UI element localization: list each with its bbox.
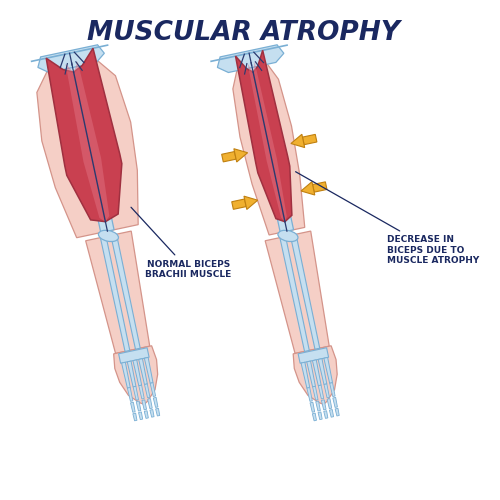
Polygon shape <box>248 62 287 222</box>
Polygon shape <box>111 234 140 349</box>
Polygon shape <box>150 410 154 417</box>
Polygon shape <box>335 408 339 416</box>
Polygon shape <box>144 384 150 398</box>
Polygon shape <box>234 148 247 162</box>
Polygon shape <box>38 45 104 72</box>
Polygon shape <box>302 134 317 144</box>
Text: DECREASE IN
BICEPS DUE TO
MUSCLE ATROPHY: DECREASE IN BICEPS DUE TO MUSCLE ATROPHY <box>296 172 480 265</box>
Polygon shape <box>138 412 142 420</box>
Ellipse shape <box>98 230 118 241</box>
Ellipse shape <box>278 230 298 241</box>
Polygon shape <box>312 182 327 192</box>
Polygon shape <box>222 152 236 162</box>
Polygon shape <box>324 410 328 418</box>
Polygon shape <box>118 348 149 364</box>
Polygon shape <box>138 358 147 384</box>
Polygon shape <box>312 386 318 400</box>
Polygon shape <box>144 410 148 418</box>
Polygon shape <box>244 196 258 209</box>
Polygon shape <box>330 410 334 417</box>
Polygon shape <box>233 54 305 235</box>
Polygon shape <box>280 236 310 352</box>
Polygon shape <box>218 45 284 72</box>
Polygon shape <box>298 348 328 364</box>
Polygon shape <box>318 385 324 399</box>
Polygon shape <box>100 236 130 352</box>
Polygon shape <box>324 384 330 398</box>
Polygon shape <box>156 408 160 416</box>
Polygon shape <box>122 362 130 388</box>
Polygon shape <box>322 400 326 410</box>
Polygon shape <box>301 182 315 195</box>
Text: NORMAL BICEPS
BRACHII MUSCLE: NORMAL BICEPS BRACHII MUSCLE <box>131 207 232 279</box>
Polygon shape <box>148 398 152 408</box>
Polygon shape <box>142 400 146 410</box>
Polygon shape <box>150 382 156 396</box>
Polygon shape <box>324 358 332 384</box>
Polygon shape <box>312 360 321 386</box>
Polygon shape <box>66 62 110 222</box>
Polygon shape <box>46 48 122 222</box>
Polygon shape <box>330 382 335 396</box>
Polygon shape <box>136 401 141 411</box>
Polygon shape <box>66 64 114 232</box>
Polygon shape <box>37 52 138 238</box>
Polygon shape <box>86 231 150 354</box>
Polygon shape <box>245 64 294 232</box>
Polygon shape <box>312 413 316 421</box>
Polygon shape <box>133 360 141 386</box>
Polygon shape <box>301 362 310 388</box>
Polygon shape <box>130 402 135 412</box>
Polygon shape <box>293 346 337 405</box>
Polygon shape <box>128 361 136 387</box>
Polygon shape <box>133 386 138 400</box>
Polygon shape <box>133 413 137 421</box>
Polygon shape <box>232 199 246 209</box>
Polygon shape <box>139 385 144 399</box>
Polygon shape <box>307 388 312 402</box>
Polygon shape <box>318 358 327 384</box>
Polygon shape <box>114 346 158 405</box>
Polygon shape <box>265 231 329 354</box>
Polygon shape <box>333 398 338 407</box>
Polygon shape <box>310 402 314 412</box>
Polygon shape <box>291 134 304 147</box>
Polygon shape <box>318 412 322 420</box>
Polygon shape <box>128 388 133 402</box>
Polygon shape <box>316 401 320 411</box>
Polygon shape <box>290 234 320 349</box>
Polygon shape <box>154 398 158 407</box>
Polygon shape <box>327 398 332 408</box>
Text: MUSCULAR ATROPHY: MUSCULAR ATROPHY <box>88 20 401 46</box>
Polygon shape <box>236 50 292 221</box>
Polygon shape <box>144 358 153 384</box>
Polygon shape <box>307 361 316 387</box>
